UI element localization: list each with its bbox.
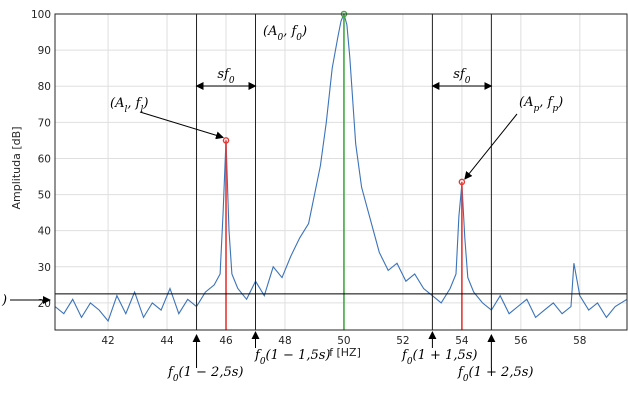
peak-marker-0 bbox=[222, 137, 230, 144]
spectrum-series-line bbox=[54, 12, 628, 323]
grid-lines bbox=[55, 13, 627, 330]
y-axis-label: Amplituda [dB] bbox=[10, 127, 23, 210]
bottom-marker-label: f0(1 − 1,5s) bbox=[254, 348, 330, 367]
bottom-marker-label: f0(1 + 1,5s) bbox=[401, 348, 477, 367]
y-tick-label: 50 bbox=[38, 190, 51, 202]
x-axis-label: f [HZ] bbox=[329, 346, 361, 359]
x-tick-label: 52 bbox=[396, 335, 409, 347]
x-tick-label: 42 bbox=[101, 335, 114, 347]
x-tick-label: 44 bbox=[160, 335, 174, 347]
y-tick-label: 70 bbox=[38, 117, 51, 129]
plot-frame bbox=[54, 13, 628, 331]
bottom-marker-label: f0(1 + 2,5s) bbox=[457, 365, 533, 384]
peak-annotations: (Al, fl) (A0, f0) (Ap, fp) bbox=[110, 24, 563, 180]
series-group bbox=[54, 10, 628, 330]
noise-floor-label: ) bbox=[1, 293, 7, 308]
x-tick-label: 50 bbox=[337, 335, 350, 347]
vertical-lines bbox=[196, 14, 492, 330]
y-tick-label: 80 bbox=[38, 81, 51, 93]
peak-annotation-label: (A0, f0) bbox=[263, 24, 307, 43]
peak-annotation-label: (Al, fl) bbox=[110, 96, 148, 115]
bottom-markers: f0(1 − 2,5s) f0(1 − 1,5s) f0(1 + 1,5s)f0(1… bbox=[167, 331, 533, 384]
peak-annotation-label: (Ap, fp) bbox=[519, 95, 563, 114]
peak-marker-2 bbox=[458, 178, 466, 186]
x-tick-label: 54 bbox=[455, 335, 469, 347]
y-tick-label: 60 bbox=[38, 153, 51, 165]
bottom-marker-label: f0(1 − 2,5s) bbox=[167, 365, 243, 384]
y-tick-label: 30 bbox=[38, 262, 51, 274]
y-tick-label: 40 bbox=[38, 226, 51, 238]
x-tick-labels: 42 44 46 48 50 52 54 56 58 bbox=[101, 335, 586, 347]
peak-annotation-arrow bbox=[139, 111, 224, 140]
x-tick-label: 46 bbox=[219, 335, 233, 347]
y-tick-label: 90 bbox=[38, 45, 51, 57]
peak-annotation-arrow bbox=[464, 113, 518, 180]
x-tick-label: 48 bbox=[278, 335, 291, 347]
x-tick-label: 58 bbox=[573, 335, 586, 347]
x-tick-label: 56 bbox=[514, 335, 528, 347]
y-tick-label: 100 bbox=[31, 9, 51, 21]
